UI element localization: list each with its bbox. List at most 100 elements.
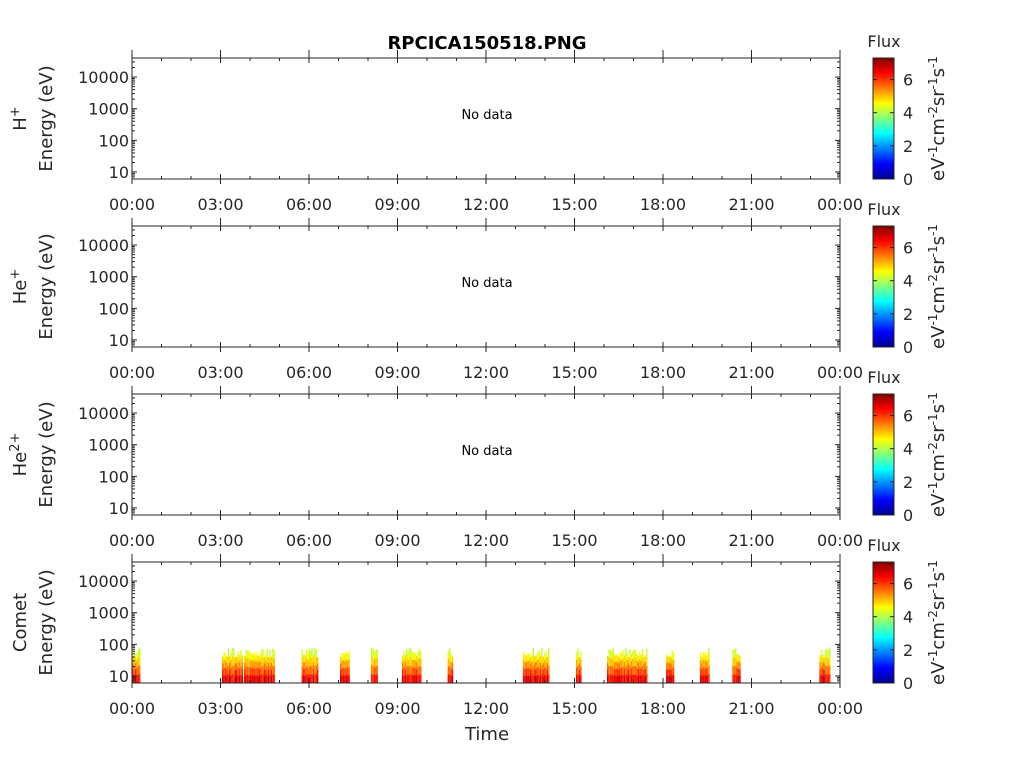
flux-cell [823, 657, 825, 664]
unit-base: s [928, 572, 949, 581]
flux-burst [576, 648, 582, 684]
flux-cell [410, 665, 412, 675]
flux-cell [671, 666, 673, 676]
flux-cell [542, 669, 544, 677]
flux-cell [236, 663, 238, 670]
flux-cell [626, 660, 628, 668]
flux-cell [735, 665, 737, 675]
flux-cell [413, 675, 415, 684]
flux-cell [447, 674, 449, 684]
flux-cell [301, 657, 303, 667]
unit-exponent: -1 [926, 224, 940, 236]
flux-cell [311, 656, 313, 666]
flux-cell [542, 656, 544, 664]
flux-cell [449, 665, 451, 675]
flux-cell [670, 663, 672, 671]
flux-cell [629, 657, 631, 667]
flux-cell [531, 675, 533, 684]
flux-cell [317, 663, 319, 671]
flux-cell [829, 656, 831, 666]
y-tick-label: 1000 [88, 268, 129, 287]
flux-cell [534, 662, 536, 670]
flux-cell [737, 661, 740, 669]
x-tick-label: 06:00 [286, 699, 332, 718]
flux-cell [260, 665, 263, 675]
flux-cell [340, 676, 342, 684]
flux-burst [132, 647, 141, 684]
flux-cell [344, 675, 346, 684]
flux-cell [230, 667, 232, 676]
flux-cell [736, 675, 738, 684]
colorbar-title: Flux [867, 32, 900, 51]
flux-cell [639, 667, 641, 676]
y-axis-label-units: Energy (eV) [36, 233, 57, 339]
flux-cell [273, 650, 275, 659]
flux-cell [629, 674, 631, 684]
x-tick-label: 21:00 [728, 699, 774, 718]
flux-cell [534, 669, 536, 677]
flux-cell [627, 670, 630, 677]
flux-cell [541, 656, 543, 666]
flux-cell [646, 657, 648, 666]
flux-cell [739, 669, 741, 677]
x-tick-label: 21:00 [728, 195, 774, 214]
flux-cell [244, 655, 246, 663]
flux-cell [667, 676, 669, 684]
unit-exponent: -1 [926, 581, 940, 593]
flux-cell [341, 660, 343, 669]
y-axis-label-units: Energy (eV) [36, 65, 57, 171]
flux-cell [404, 655, 407, 663]
flux-cell [827, 658, 830, 667]
species-name: He [10, 280, 31, 305]
flux-cell [666, 675, 668, 684]
flux-cell [240, 658, 242, 667]
unit-exponent: -1 [926, 245, 940, 257]
flux-cell [541, 674, 543, 684]
flux-cell [312, 661, 315, 669]
flux-cell [273, 666, 275, 675]
flux-cell [548, 665, 550, 675]
y-tick-label: 100 [98, 635, 129, 654]
flux-cell [618, 676, 620, 684]
flux-cell [524, 669, 526, 677]
flux-cell [701, 676, 703, 684]
flux-cell [548, 656, 550, 666]
flux-cell [315, 666, 317, 675]
flux-cell [708, 648, 710, 658]
flux-cell [252, 675, 254, 684]
flux-cell [137, 649, 139, 658]
unit-base: sr [928, 89, 949, 106]
flux-cell [312, 654, 315, 662]
colorbar-tick-label: 2 [903, 473, 913, 492]
flux-cell [222, 656, 224, 664]
x-tick-label: 03:00 [197, 699, 243, 718]
flux-cell [415, 655, 418, 663]
flux-cell [672, 667, 675, 676]
flux-cell [634, 674, 637, 684]
colorbar-tick-label: 0 [903, 338, 913, 357]
y-tick-label: 1000 [88, 436, 129, 455]
y-tick-label: 10 [109, 331, 129, 350]
flux-cell [375, 658, 377, 667]
flux-cell [623, 668, 626, 677]
flux-cell [644, 655, 647, 663]
flux-cell [314, 665, 316, 675]
flux-cell [403, 658, 405, 668]
flux-cell [625, 656, 627, 666]
flux-cell [410, 674, 412, 684]
flux-cell [625, 665, 627, 675]
flux-cell [732, 649, 734, 658]
species-name: Comet [10, 593, 31, 652]
flux-cell [401, 669, 404, 677]
flux-cell [531, 668, 533, 677]
flux-cell [136, 675, 138, 684]
colorbar-title: Flux [867, 368, 900, 387]
flux-cell [670, 670, 672, 677]
flux-cell [132, 676, 134, 684]
unit-base: s [928, 68, 949, 77]
flux-cell [644, 676, 647, 684]
flux-cell [132, 656, 134, 664]
